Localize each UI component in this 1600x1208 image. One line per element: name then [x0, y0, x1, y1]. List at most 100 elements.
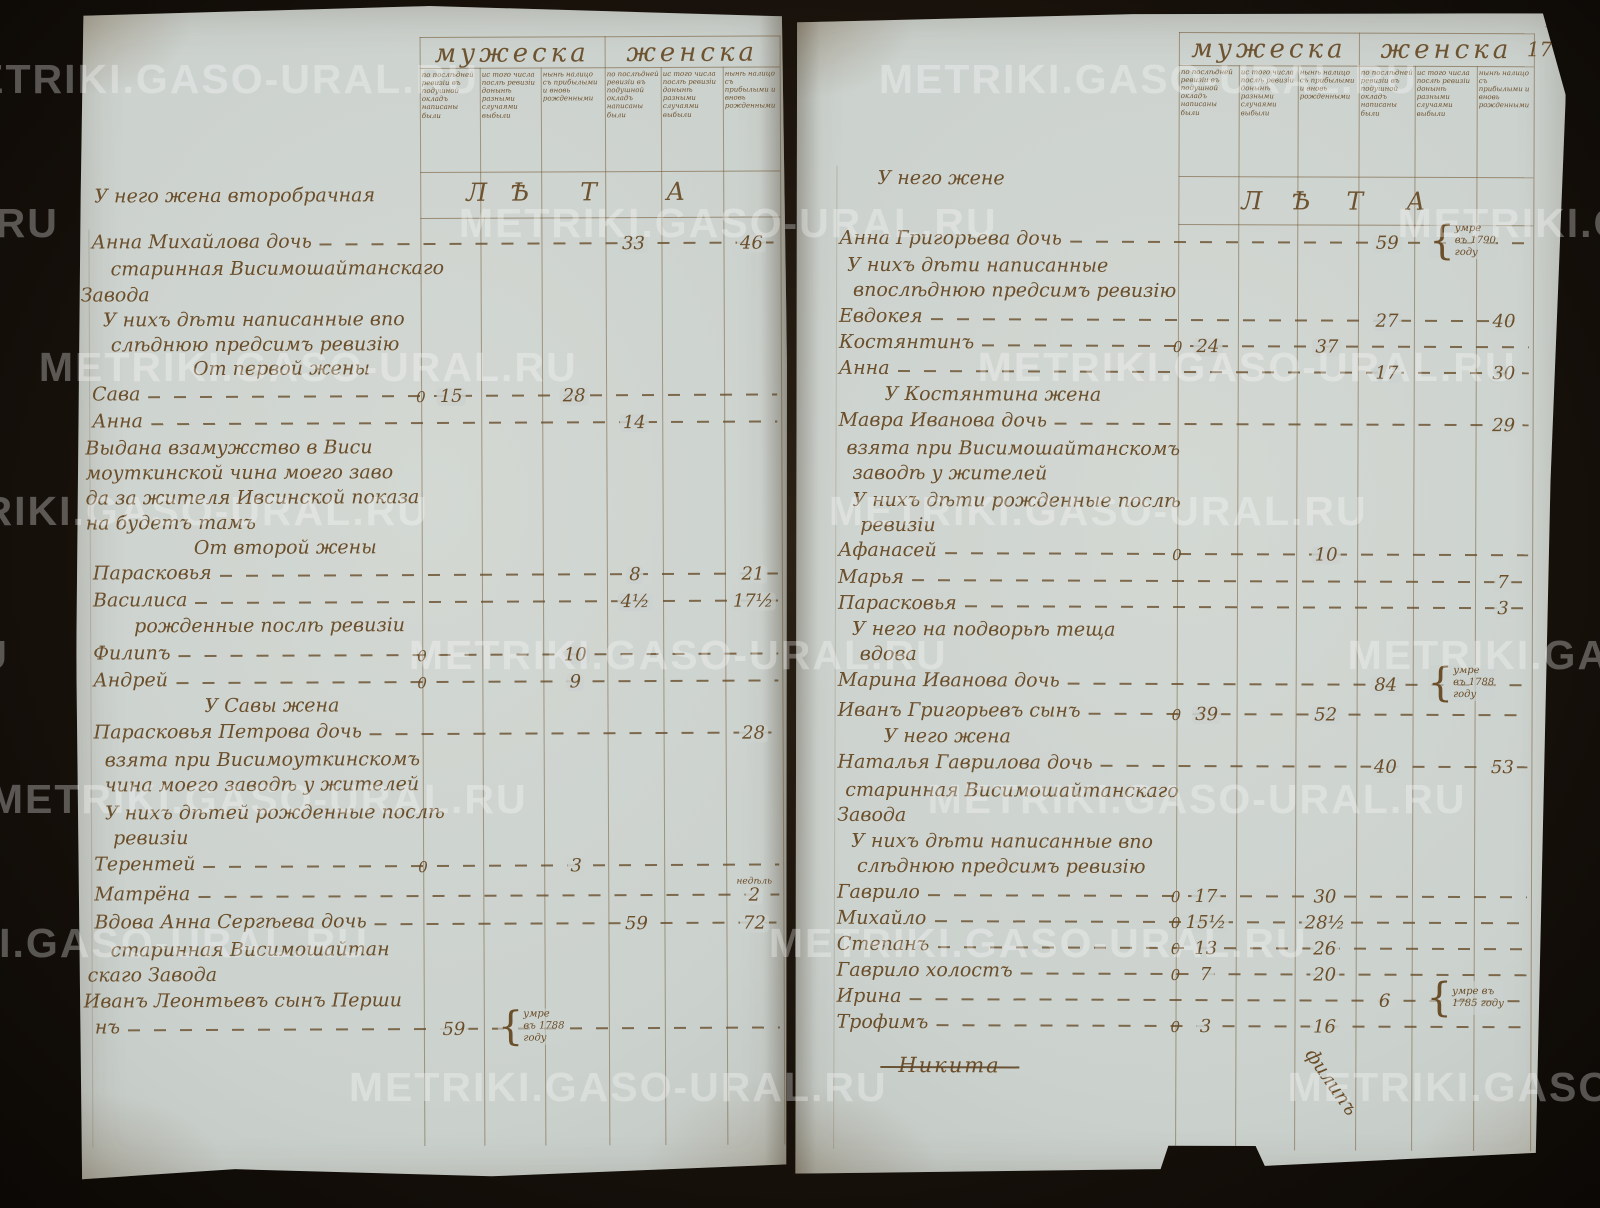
note-line: От второй жены: [193, 536, 377, 560]
age-value: 7: [1494, 574, 1512, 592]
column-header-cell: по послѣдней ревизіи въ подушной окладъ …: [1360, 68, 1413, 118]
register-row: Марина Иванова дочь 84{умре въ 1788 году: [838, 671, 1530, 692]
age-value: 53: [1488, 759, 1517, 777]
age-value: 20: [1310, 966, 1339, 984]
register-row: Парасковья 8 21: [93, 561, 780, 583]
zero-mark: 0: [417, 647, 427, 666]
death-note-text: умре въ 1785 году: [1452, 985, 1504, 1010]
dash-leader: [375, 921, 780, 925]
age-value: 14: [620, 414, 649, 432]
note-line: У него жена второбрачная: [94, 184, 376, 208]
age-value: 59: [1373, 235, 1402, 253]
right-page-spine-shadow: [790, 11, 820, 1181]
column-rule: [1530, 33, 1535, 1151]
dash-leader: [1089, 713, 1528, 717]
note-line: Завода: [837, 803, 907, 827]
register-row: Терентей 0 3: [94, 852, 781, 874]
zero-mark: 0: [1170, 965, 1181, 985]
age-value: 59: [439, 1021, 468, 1039]
zero-mark: 0: [1170, 939, 1181, 959]
leta-letter: Т: [580, 177, 597, 207]
register-row: Степанъ 0 13 26: [837, 935, 1529, 956]
age-value: 8: [626, 566, 644, 584]
person-name: Анна: [838, 356, 890, 379]
age-value: 28½: [1302, 914, 1348, 932]
zero-mark: 0: [417, 674, 427, 693]
dash-leader: [936, 1024, 1526, 1028]
note-line: Иванъ Леонтьевъ сынъ Перши: [83, 989, 402, 1013]
age-value: 30: [1489, 365, 1518, 383]
dash-leader: [176, 679, 778, 684]
person-name: Ирина: [836, 984, 902, 1008]
person-name: Михайло: [836, 906, 927, 930]
column-header-cell: ис того числа послѣ ревизіи донынѣ разны…: [1416, 68, 1471, 118]
person-name: Костянтинъ: [838, 330, 975, 354]
age-value: 10: [1312, 546, 1341, 564]
person-name: Афанасей: [838, 538, 937, 562]
leta-letter: Ѣ: [510, 177, 530, 207]
note-line: У него на подворьѣ теща: [851, 617, 1116, 641]
age-value: 39: [1192, 706, 1221, 724]
page-number-corner-mark: 17: [1543, 13, 1564, 32]
death-note: {умре въ 1788 году: [498, 1008, 565, 1044]
note-line: скаго Завода: [87, 963, 218, 987]
person-name: Марина Иванова дочь: [837, 668, 1060, 692]
note-line: ревизіи: [860, 513, 936, 537]
age-value: 4½: [618, 593, 653, 611]
zero-mark: 0: [416, 388, 426, 407]
person-name: Сава: [92, 383, 141, 406]
note-line: У него жена: [883, 724, 1011, 748]
brace-icon: {: [1427, 659, 1454, 706]
dash-leader: [1055, 423, 1529, 427]
note-line: да за жителя Ивсинской показа: [85, 486, 420, 510]
register-row: Анна Михайлова дочь 33 46: [91, 230, 778, 252]
note-line: старинная Висимошайтанскаго: [110, 256, 445, 281]
dash-leader: [898, 370, 1529, 374]
person-name: нъ: [94, 1016, 121, 1039]
register-row: Сава 0 15 28: [92, 382, 779, 404]
brace-icon: {: [497, 1003, 524, 1050]
register-row: нъ 59{умре въ 1788 году: [95, 1015, 782, 1037]
brace-icon: {: [1429, 217, 1455, 264]
register-row: Евдокея 27 40: [839, 307, 1531, 328]
gender-header-female: женска: [1380, 34, 1513, 66]
dash-leader: [934, 920, 1526, 924]
age-value: 16: [1310, 1018, 1339, 1036]
person-name: Вдова Анна Сергѣева дочь: [94, 910, 367, 934]
note-line: вдова: [859, 642, 917, 666]
note-line: на будетъ тамъ: [85, 511, 257, 535]
age-value: 9: [567, 673, 585, 691]
age-value: 59: [622, 915, 651, 933]
age-value: 37: [1312, 338, 1341, 356]
table-rule: [420, 170, 780, 173]
dash-leader: [196, 599, 779, 604]
death-note: {умре въ 1785 году: [1427, 981, 1504, 1015]
person-name: Анна Михайлова дочь: [91, 230, 312, 254]
person-name: Василиса: [92, 589, 188, 612]
dash-leader: [965, 605, 1528, 609]
zero-mark: 0: [1171, 705, 1182, 725]
age-value: 30: [1310, 888, 1339, 906]
dash-leader: [370, 731, 779, 735]
leta-letter: Ѣ: [1291, 186, 1311, 216]
death-note-text: умре въ 1788 году: [1453, 664, 1495, 701]
table-rule: [1179, 65, 1534, 67]
right-page: 17 17 мужеска женска по послѣдней ревизіи …: [790, 11, 1566, 1184]
register-row: Марья 7: [838, 568, 1530, 589]
column-header-cell: ис того числа послѣ ревизіи донынѣ разны…: [662, 69, 717, 119]
note-line: Выдана взамужство в Виси: [85, 436, 373, 460]
dash-leader: [928, 894, 1527, 898]
note-line: заводѣ у жителей: [852, 461, 1048, 485]
dash-leader: [179, 652, 779, 657]
note-line: рожденные послѣ ревизіи: [134, 614, 406, 638]
age-value: 3: [567, 857, 585, 875]
death-note: {умре въ 1790 году: [1429, 223, 1496, 259]
age-value: 6: [1376, 993, 1394, 1011]
register-row: Костянтинъ 0 24 37: [839, 333, 1531, 354]
age-value: 28: [560, 387, 589, 405]
left-page: мужеска женска по послѣдней ревизіи въ под…: [73, 4, 790, 1187]
column-header-cell: ис того числа послѣ ревизіи донынѣ разны…: [1240, 68, 1295, 117]
note-line: У нихъ дѣти рожденные послѣ: [852, 488, 1181, 513]
note-line: У нихъ дѣти написанные: [847, 253, 1109, 277]
